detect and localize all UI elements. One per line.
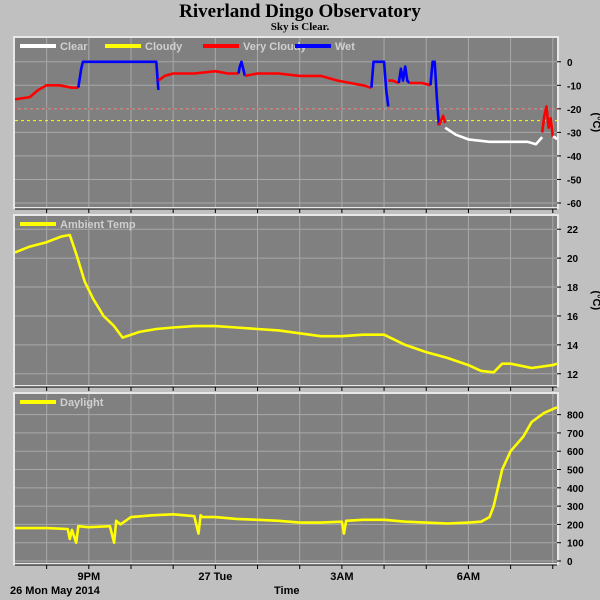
x-tick-label: 3AM [330,571,353,583]
series-line-wet [77,60,160,91]
x-tick-label: 9PM [78,571,101,583]
series-line-very-cloudy [157,69,239,82]
series-line-very-cloudy [388,79,400,85]
y-tick-label: 100 [567,539,584,550]
y-tick-label: 300 [567,502,584,513]
y-tick-label: 700 [567,429,584,440]
series-line-very-cloudy [437,114,447,126]
y-tick-label: 18 [567,283,579,294]
y-tick-label: 12 [567,370,579,381]
series-line-very-cloudy [244,72,372,89]
chart-panel-1: 0 -10 -20 -30 -40 -50 -60 (°C) Clear Cloudy Very C… [13,36,600,213]
date-label: 26 Mon May 2014 [10,585,100,597]
series-line-very-cloudy [540,105,555,138]
page-title: Riverland Dingo Observatory [179,1,421,22]
series-line-clear [552,135,558,141]
y-tick-label: 400 [567,484,584,495]
series-line-ambient-temp [14,233,558,374]
y-tick-label: -60 [567,199,582,210]
legend-label: Daylight [60,397,104,409]
series-line-wet [397,65,411,84]
y-tick-label: -20 [567,105,582,116]
y-tick-label: 20 [567,254,579,265]
y-tick-label: 0 [567,58,573,69]
y-tick-label: 500 [567,466,584,477]
y-tick-label: 800 [567,411,584,422]
y-tick-label: -40 [567,152,582,163]
y-tick-label: 200 [567,520,584,531]
plot-area [15,394,557,563]
y-axis-label: (°C) [590,291,600,311]
y-tick-label: -30 [567,128,582,139]
legend-label: Cloudy [145,41,183,53]
y-tick-label: 14 [567,341,579,352]
y-tick-label: 0 [567,557,573,568]
x-tick-label: 6AM [457,571,480,583]
y-axis-label: (°C) [590,113,600,133]
y-tick-label: 22 [567,225,579,236]
x-tick-label: 27 Tue [198,571,232,583]
series-line-daylight [15,406,558,545]
y-tick-label: -50 [567,175,582,186]
series-line-very-cloudy [14,84,79,101]
legend-label: Wet [335,41,355,53]
series-line-wet [237,60,247,77]
legend-label: Very Cloudy [243,41,307,53]
series-line-wet [370,60,390,107]
y-tick-label: -10 [567,81,582,92]
series-line-very-cloudy [409,81,431,87]
series-line-clear [444,126,544,146]
legend-label: Ambient Temp [60,219,136,231]
plot-area [15,216,557,385]
plot-area [15,38,557,207]
series-line-wet [429,60,441,126]
x-axis-title: Time [274,585,300,597]
y-tick-label: 600 [567,447,584,458]
y-tick-label: 16 [567,312,579,323]
chart-panel-3: 800 700 600 500 400 300 200 100 0 Daylight 9PM 27 T… [13,392,584,583]
legend-label: Clear [60,41,88,53]
chart-panel-2: 22 20 18 16 14 12 (°C) Ambient Temp [13,214,600,391]
sky-status: Sky is Clear. [270,21,330,33]
